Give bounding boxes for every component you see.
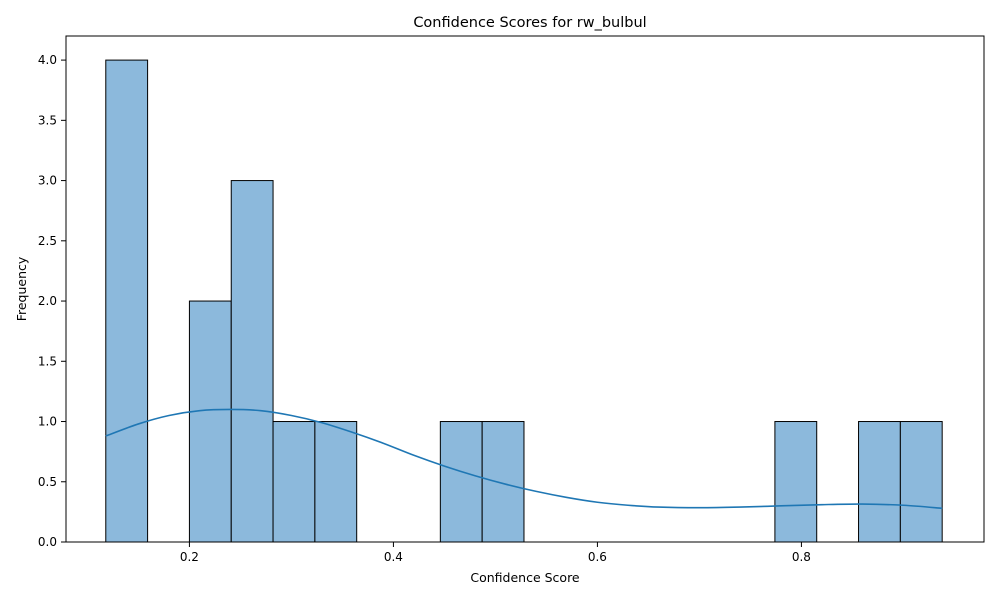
x-axis-label: Confidence Score (470, 570, 580, 585)
y-tick-label: 2.0 (38, 294, 57, 308)
plot-frame (65, 35, 985, 543)
histogram-bar (858, 421, 901, 543)
y-tick-label: 2.5 (38, 234, 57, 248)
y-tick-label: 0.0 (38, 535, 57, 549)
kde-line (105, 408, 943, 510)
chart-title: Confidence Scores for rw_bulbul (413, 15, 646, 31)
y-tick-label: 0.5 (38, 475, 57, 489)
histogram-bar (272, 421, 316, 543)
bars-group (105, 59, 943, 543)
histogram-bar (899, 421, 943, 543)
y-tick-label: 3.0 (38, 174, 57, 188)
histogram-bar (774, 421, 818, 543)
x-tick-label: 0.6 (588, 550, 607, 564)
axes-group: 0.2 0.4 0.6 0.8 0.0 0.5 1.0 1.5 2.0 2.5 3.0 3.5 4.0 (38, 35, 985, 564)
histogram-bar (481, 421, 525, 543)
y-axis-label: Frequency (14, 256, 29, 321)
histogram-bar (314, 421, 358, 543)
histogram-bar (439, 421, 483, 543)
y-tick-label: 4.0 (38, 53, 57, 67)
y-tick-label: 3.5 (38, 113, 57, 127)
y-tick-label: 1.5 (38, 354, 57, 368)
kde-group (105, 408, 943, 510)
x-tick-label: 0.2 (180, 550, 199, 564)
x-tick-label: 0.8 (792, 550, 811, 564)
histogram-bar (188, 300, 232, 543)
histogram-bar (230, 180, 274, 543)
histogram-bar (105, 59, 149, 543)
y-tick-label: 1.0 (38, 415, 57, 429)
x-tick-label: 0.4 (384, 550, 403, 564)
